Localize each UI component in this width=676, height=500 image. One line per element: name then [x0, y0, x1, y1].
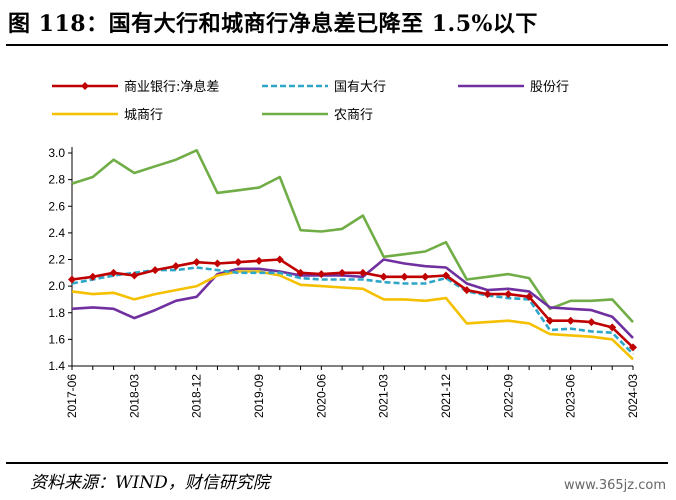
x-tick-label: 2023-06: [564, 374, 578, 418]
data-point: [525, 292, 534, 301]
series-line: [71, 258, 634, 349]
data-point: [275, 255, 284, 264]
y-tick-label: 1.6: [48, 332, 65, 346]
x-tick-label: 2019-09: [252, 374, 266, 418]
data-point: [255, 256, 263, 265]
data-point: [400, 272, 409, 281]
data-point: [504, 290, 513, 299]
data-point: [358, 268, 367, 277]
data-point: [629, 343, 637, 352]
data-point: [88, 272, 97, 281]
data-point: [296, 268, 305, 277]
x-tick-label: 2018-03: [127, 374, 141, 418]
series-line: [71, 266, 634, 355]
legend-label: 股份行: [530, 80, 569, 95]
y-tick-label: 2.6: [48, 199, 65, 213]
x-tick-label: 2017-06: [65, 374, 79, 418]
data-point: [566, 316, 575, 325]
legend-label: 城商行: [124, 108, 163, 123]
source-note: 资料来源：WIND，财信研究院: [30, 473, 270, 493]
data-point: [608, 323, 617, 332]
figure-title: 图 118：国有大行和城商行净息差已降至 1.5%以下: [8, 11, 538, 37]
data-point: [192, 258, 201, 267]
data-point: [442, 271, 450, 280]
x-tick-label: 2021-12: [439, 374, 453, 418]
x-tick-label: 2018-12: [190, 374, 204, 418]
data-point: [587, 318, 596, 327]
legend-label: 农商行: [334, 108, 373, 123]
data-point: [151, 266, 160, 275]
data-point: [234, 258, 243, 267]
watermark: www.365jz.com: [564, 478, 666, 493]
x-tick-label: 2024-03: [626, 374, 640, 418]
axes: 1.4 1.6 1.8 2.0 2.2 2.4 2.6 2.8 3.0 2017-06 2018-0…: [48, 146, 640, 418]
y-tick-label: 2.0: [48, 279, 65, 293]
data-point: [379, 272, 388, 281]
y-tick-label: 2.2: [48, 253, 65, 267]
data-point: [338, 268, 347, 277]
data-point: [213, 259, 222, 268]
x-tick-label: 2021-03: [377, 374, 391, 418]
y-tick-label: 3.0: [48, 146, 65, 160]
data-point: [317, 270, 326, 279]
y-tick-label: 2.8: [48, 173, 65, 187]
data-point: [421, 272, 430, 281]
data-point: [171, 262, 180, 271]
y-tick-label: 1.4: [48, 359, 65, 373]
legend-marker: [81, 82, 89, 90]
series-line: [71, 258, 634, 339]
data-point: [130, 271, 139, 280]
data-point: [109, 268, 118, 277]
data-point: [68, 275, 76, 284]
source-rule: [6, 462, 668, 464]
y-tick-label: 1.8: [48, 306, 65, 320]
legend-label: 商业银行:净息差: [124, 79, 219, 95]
data-point: [483, 290, 492, 299]
y-tick-label: 2.4: [48, 226, 65, 240]
x-tick-label: 2022-09: [501, 374, 515, 418]
x-tick-label: 2020-06: [314, 374, 328, 418]
title-rule: [6, 44, 668, 46]
data-point: [545, 316, 554, 325]
legend-label: 国有大行: [334, 80, 386, 95]
series-line: [71, 270, 634, 361]
plot-area: [68, 149, 637, 361]
data-point: [462, 286, 471, 295]
series-line: [71, 149, 634, 323]
